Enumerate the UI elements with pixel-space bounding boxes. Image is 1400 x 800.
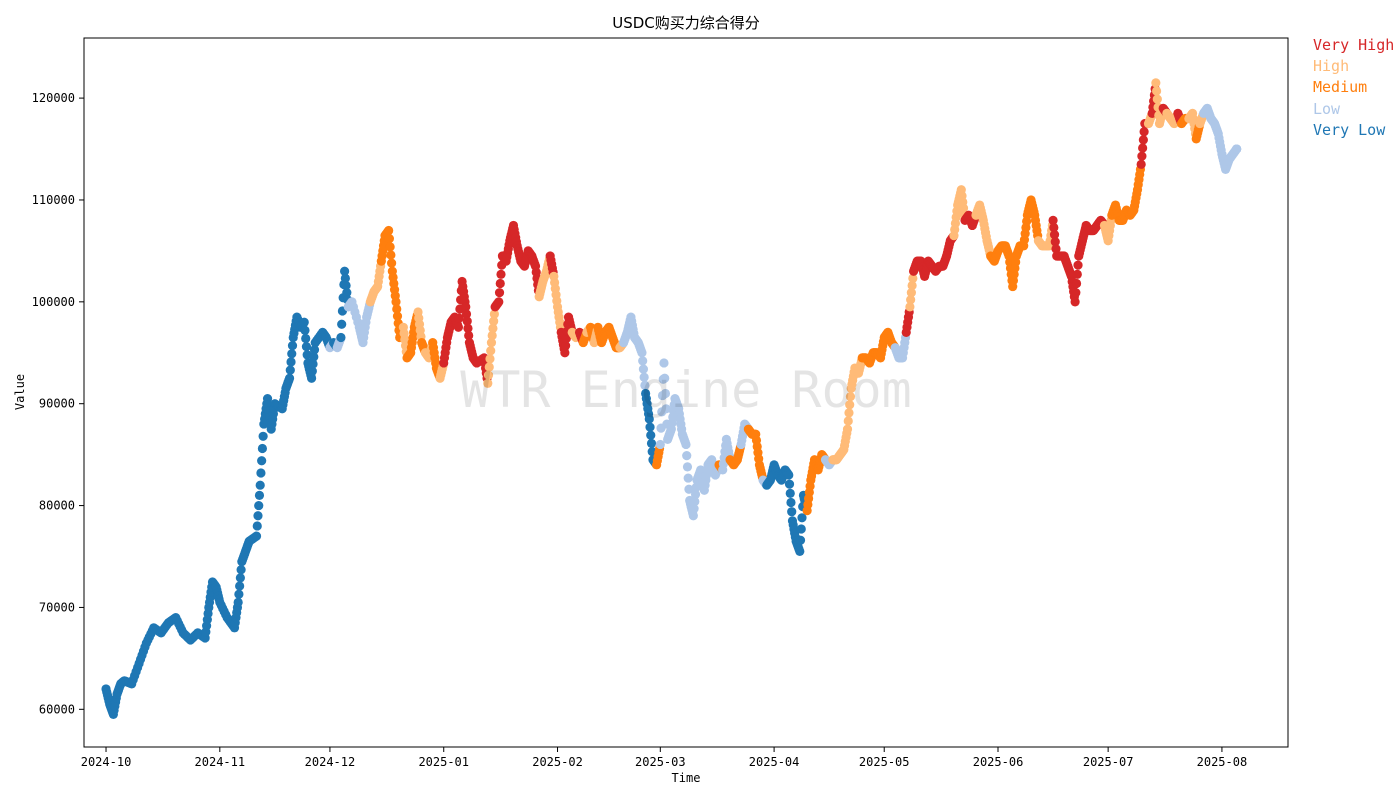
data-point [101,684,114,706]
data-point [641,388,654,419]
data-point [134,642,150,669]
data-point [637,348,650,390]
data-point [1136,127,1149,169]
data-point [373,261,386,292]
data-point [681,439,694,494]
chart-title: USDC购买力综合得分 [612,14,760,32]
data-point [897,332,911,363]
data-point [802,481,815,516]
data-point [439,337,452,368]
plot-frame [83,37,1289,748]
data-point [347,297,363,327]
data-point [688,482,701,521]
x-tick-label: 2025-02 [532,755,583,769]
data-point [486,309,499,348]
data-point [1008,257,1021,292]
data-point [644,414,657,457]
y-axis-label: Value [13,374,27,410]
x-axis: 2024-10 2024-11 2024-12 2025-01 2025-02 2025-… [81,747,1247,769]
legend: Very High High Medium Low Very Low [1313,35,1394,141]
data-point [1030,210,1043,241]
data-point [299,317,312,360]
data-point [552,302,566,332]
data-point [200,608,213,643]
x-tick-label: 2025-08 [1197,755,1248,769]
data-point [229,602,243,633]
data-point [659,358,672,429]
data-point [842,391,856,434]
y-tick-label: 120000 [32,91,75,105]
x-tick-label: 2024-10 [81,755,132,769]
data-point [751,429,764,464]
data-point [461,302,474,341]
data-point [784,470,797,517]
data-point [1048,215,1061,254]
data-point [1070,260,1083,307]
x-tick-label: 2024-11 [195,755,246,769]
data-point [108,693,121,720]
data-point [384,225,397,268]
x-tick-label: 2025-05 [859,755,910,769]
data-point [284,341,298,383]
data-point [975,200,988,222]
data-point [306,345,320,383]
y-tick-label: 60000 [39,702,75,716]
legend-item-medium: Medium [1313,78,1368,97]
data-point [549,271,562,306]
data-point [1132,164,1146,195]
data-point [358,317,371,348]
data-point [1129,189,1142,215]
legend-item-very-low: Very Low [1313,120,1386,139]
points-layer [101,78,1242,720]
legend-item-high: High [1313,57,1350,76]
x-tick-label: 2025-03 [635,755,686,769]
y-tick-label: 80000 [39,499,75,513]
data-point [699,465,712,495]
data-point [255,431,268,490]
x-tick-label: 2025-04 [749,755,800,769]
y-tick-label: 70000 [39,600,75,614]
x-tick-label: 2025-06 [973,755,1024,769]
data-point [483,346,496,388]
x-tick-label: 2025-01 [418,755,469,769]
data-point [251,490,265,541]
legend-item-low: Low [1313,99,1341,118]
y-axis: 60000 70000 80000 90000 100000 110000 120000 [32,91,84,716]
data-point [233,565,246,607]
data-point [1019,216,1032,251]
data-point [901,307,914,337]
data-point [905,273,918,312]
x-axis-label: Time [672,771,701,785]
data-point [949,206,962,241]
data-point [1103,215,1116,246]
y-tick-label: 90000 [39,397,75,411]
legend-item-very-high: Very High [1313,36,1395,54]
x-tick-label: 2024-12 [305,755,356,769]
data-point [1232,144,1242,154]
data-point [387,266,400,301]
data-point [428,337,441,368]
y-tick-label: 100000 [32,295,75,309]
data-point [494,260,507,307]
x-tick-label: 2025-07 [1083,755,1134,769]
y-tick-label: 110000 [32,193,75,207]
data-point [340,266,353,305]
